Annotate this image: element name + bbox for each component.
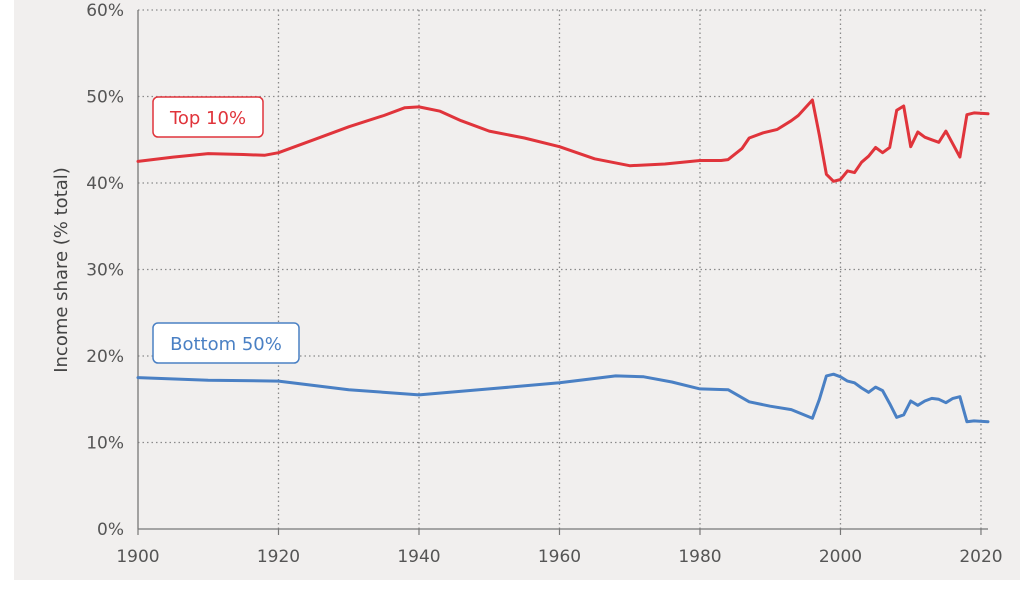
series-label-box-bottom-50: [152, 322, 300, 364]
y-tick-label-60: 60%: [86, 1, 124, 21]
x-tick-label-2000: 2000: [819, 547, 862, 567]
x-tick-label-2020: 2020: [959, 547, 1002, 567]
axes: [137, 10, 988, 535]
x-tick-label-1980: 1980: [678, 547, 721, 567]
chart-figure: 0% 10% 20% 30% 40% 50% 60% 1900 1920 1940 1960 1980…: [14, 0, 1020, 580]
y-tick-label-30: 30%: [86, 261, 124, 281]
series-label-box-top-10: [152, 96, 264, 138]
series-labels: Top 10% Bottom 50%: [152, 96, 300, 364]
grid: [138, 9, 988, 529]
y-tick-label-50: 50%: [86, 88, 124, 108]
tick-labels: 0% 10% 20% 30% 40% 50% 60% 1900 1920 1940 1960 1980…: [86, 1, 1002, 567]
series-label-top-10: Top 10%: [169, 108, 246, 129]
y-tick-label-20: 20%: [86, 347, 124, 367]
x-tick-label-1940: 1940: [397, 547, 440, 567]
x-tick-label-1920: 1920: [257, 547, 300, 567]
series-line-bottom-50: [136, 372, 990, 424]
series-label-bottom-50: Bottom 50%: [170, 334, 282, 355]
series-lines: [136, 98, 990, 424]
income-share-chart: 0% 10% 20% 30% 40% 50% 60% 1900 1920 1940 1960 1980…: [51, 1, 1003, 567]
x-tick-label-1960: 1960: [538, 547, 581, 567]
series-line-top-10: [136, 98, 990, 183]
y-tick-label-40: 40%: [86, 174, 124, 194]
y-tick-label-10: 10%: [86, 434, 124, 454]
y-axis-title: Income share (% total): [51, 167, 72, 373]
y-tick-label-0: 0%: [97, 520, 124, 540]
x-tick-label-1900: 1900: [116, 547, 159, 567]
